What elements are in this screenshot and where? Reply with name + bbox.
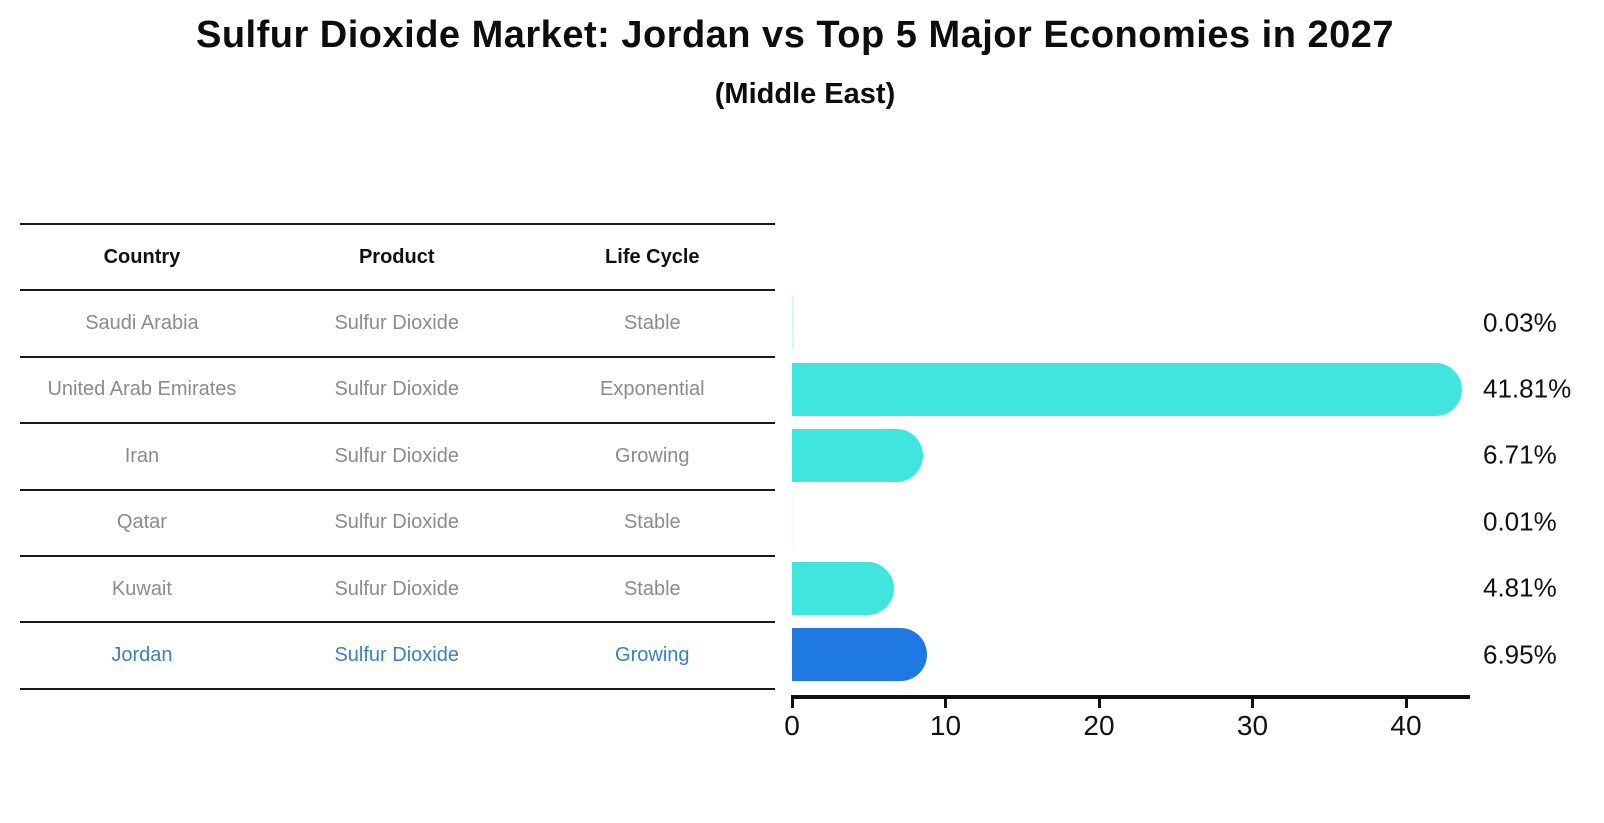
cell-life-cycle: Stable — [623, 312, 681, 335]
cell-country: United Arab Emirates — [47, 378, 237, 401]
table-row: Iran Sulfur Dioxide Growing — [20, 424, 775, 491]
cell-product: Sulfur Dioxide — [334, 511, 459, 534]
data-table: Country Product Life Cycle Saudi Arabia … — [20, 223, 775, 690]
cell-country: Jordan — [111, 644, 173, 667]
cell-product: Sulfur Dioxide — [334, 577, 459, 600]
cell-product: Sulfur Dioxide — [334, 378, 459, 401]
x-axis-tick-label: 0 — [784, 710, 800, 741]
chart-bar-united-arab-emirates — [792, 362, 1462, 416]
table-row: United Arab Emirates Sulfur Dioxide Expo… — [20, 358, 775, 425]
value-label: 6.95% — [1483, 639, 1557, 670]
page-title: Sulfur Dioxide Market: Jordan vs Top 5 M… — [195, 14, 1395, 56]
x-axis-tick — [1404, 695, 1408, 708]
table-row: Saudi Arabia Sulfur Dioxide Stable — [20, 291, 775, 358]
chart-bar-iran — [792, 428, 923, 482]
chart-bar-qatar — [792, 495, 794, 549]
x-axis-line — [791, 695, 1470, 699]
cell-country: Kuwait — [111, 577, 172, 600]
cell-life-cycle: Stable — [623, 577, 681, 600]
cell-life-cycle: Stable — [623, 511, 681, 534]
cell-product: Sulfur Dioxide — [334, 644, 459, 667]
cell-country: Qatar — [116, 511, 167, 534]
column-header-country: Country — [103, 245, 181, 268]
cell-country: Iran — [124, 444, 160, 467]
chart-bar-jordan — [792, 628, 927, 682]
chart-bar-kuwait — [792, 561, 894, 615]
cell-product: Sulfur Dioxide — [334, 444, 459, 467]
cell-country: Saudi Arabia — [85, 312, 199, 335]
x-axis-tick — [790, 695, 794, 708]
value-label: 0.03% — [1483, 307, 1557, 338]
value-label: 6.71% — [1483, 439, 1557, 470]
x-axis-tick-label: 10 — [929, 710, 962, 741]
value-label: 41.81% — [1483, 373, 1572, 404]
x-axis-tick-label: 30 — [1236, 710, 1269, 741]
x-axis-tick-label: 20 — [1083, 710, 1115, 741]
column-header-product: Product — [358, 245, 435, 268]
table-row: Kuwait Sulfur Dioxide Stable — [20, 557, 775, 624]
column-header-life-cycle: Life Cycle — [605, 245, 700, 268]
cell-life-cycle: Growing — [615, 644, 690, 667]
cell-life-cycle: Growing — [615, 444, 690, 467]
cell-product: Sulfur Dioxide — [334, 312, 459, 335]
table-header-row: Country Product Life Cycle — [20, 225, 775, 292]
x-axis-tick — [944, 695, 947, 708]
page-subtitle: (Middle East) — [714, 78, 896, 110]
chart-bar-saudi-arabia — [792, 296, 794, 350]
table-row: Jordan Sulfur Dioxide Growing — [20, 623, 775, 690]
x-axis-tick-label: 40 — [1390, 710, 1422, 741]
x-axis-tick — [1097, 695, 1101, 708]
x-axis-tick — [1251, 695, 1254, 708]
table-body: Saudi Arabia Sulfur Dioxide Stable Unite… — [20, 291, 775, 690]
value-label: 4.81% — [1483, 572, 1557, 603]
cell-life-cycle: Exponential — [600, 378, 705, 401]
table-row: Qatar Sulfur Dioxide Stable — [20, 491, 775, 557]
value-label: 0.01% — [1483, 506, 1557, 537]
